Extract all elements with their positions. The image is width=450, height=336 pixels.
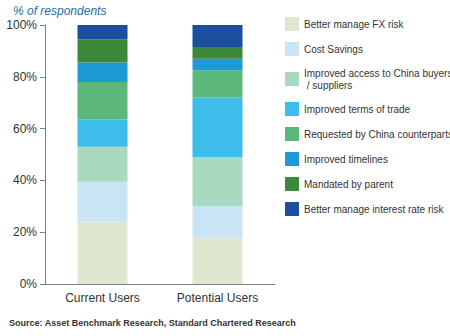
svg-text:Cost Savings: Cost Savings <box>304 44 363 55</box>
svg-text:Improved terms of trade: Improved terms of trade <box>304 104 411 115</box>
svg-text:80%: 80% <box>13 70 37 84</box>
svg-text:Requested by China counterpart: Requested by China counterparts <box>304 129 450 140</box>
svg-text:/ suppliers: / suppliers <box>304 80 352 91</box>
svg-text:Better manage FX risk: Better manage FX risk <box>304 19 404 30</box>
svg-text:60%: 60% <box>13 122 37 136</box>
svg-text:Improved access to China buyer: Improved access to China buyers <box>304 68 450 79</box>
svg-text:Improved timelines: Improved timelines <box>304 154 388 165</box>
svg-text:% of respondents: % of respondents <box>13 4 106 18</box>
svg-text:Mandated by parent: Mandated by parent <box>304 179 393 190</box>
svg-text:Better manage interest rate ri: Better manage interest rate risk <box>304 204 445 215</box>
svg-text:Current Users: Current Users <box>65 291 140 305</box>
svg-text:40%: 40% <box>13 173 37 187</box>
svg-text:0%: 0% <box>20 277 38 291</box>
svg-text:20%: 20% <box>13 225 37 239</box>
svg-text:Source: Asset Benchmark Resear: Source: Asset Benchmark Research, Standa… <box>9 318 296 328</box>
svg-text:100%: 100% <box>6 18 37 32</box>
svg-text:Potential Users: Potential Users <box>177 291 258 305</box>
